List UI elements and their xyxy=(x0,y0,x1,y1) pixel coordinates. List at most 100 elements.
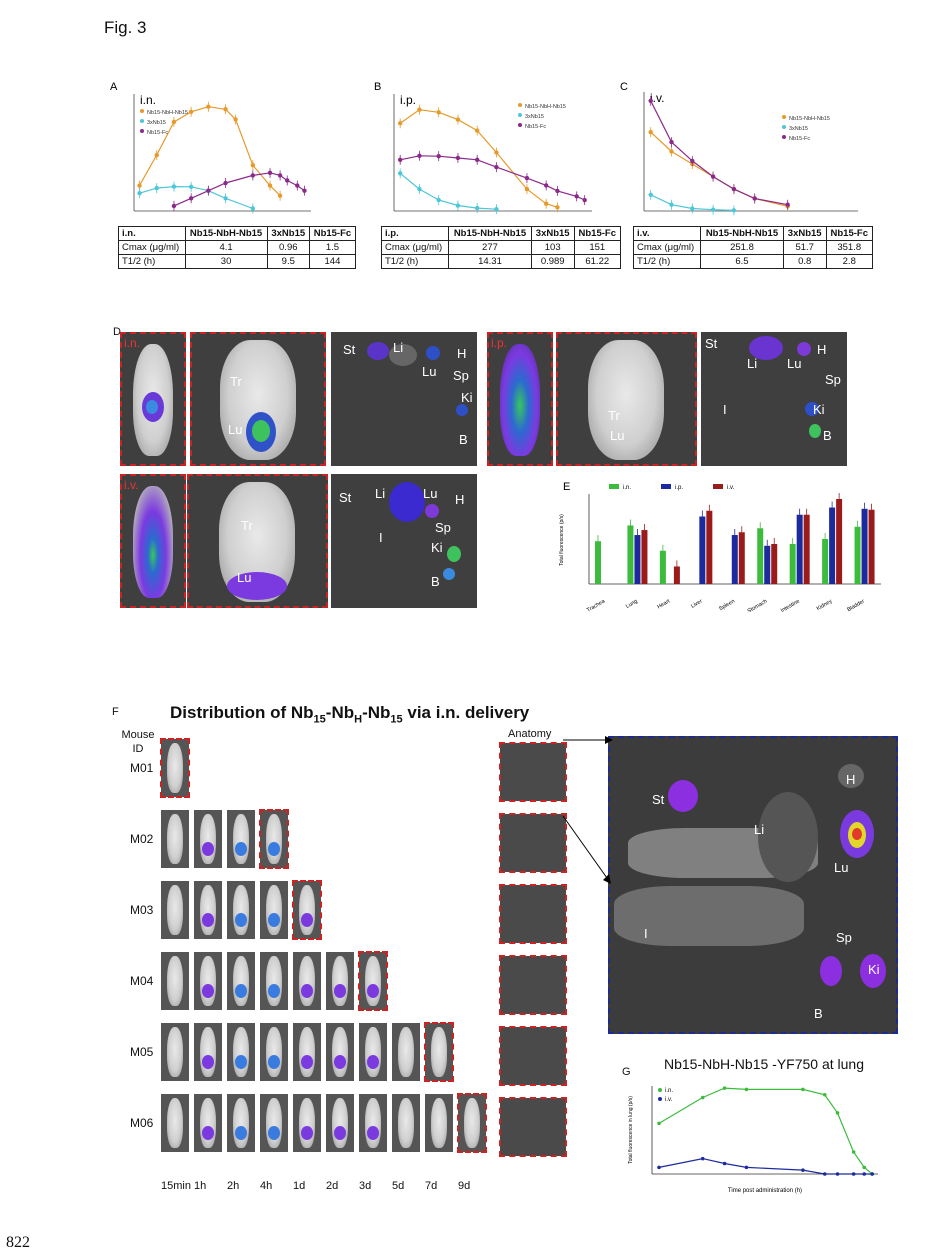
ivis-tile xyxy=(227,952,255,1010)
data-point xyxy=(436,153,441,159)
legend-label-0: Nb15-NbH-Nb15 xyxy=(147,110,188,116)
f-label-b: B xyxy=(814,1006,823,1021)
data-point xyxy=(417,186,422,192)
time-label: 5d xyxy=(392,1180,405,1192)
ivis-tile xyxy=(227,1094,255,1152)
g-data-point xyxy=(835,1111,840,1115)
d-ip-whole-mouse: i.p. xyxy=(487,332,553,466)
data-point xyxy=(436,197,441,203)
table-cell: 351.8 xyxy=(825,240,874,255)
time-label: 7d xyxy=(425,1180,438,1192)
ivis-tile xyxy=(194,1094,222,1152)
data-point xyxy=(250,163,256,168)
panel-d-letter: D xyxy=(113,326,121,338)
bar xyxy=(836,498,843,584)
table-cell: 30 xyxy=(184,254,268,269)
anatomy-tile xyxy=(499,1097,567,1157)
page-number: 822 xyxy=(6,1234,30,1251)
time-label: 1d xyxy=(293,1180,306,1192)
data-point xyxy=(752,196,757,201)
table-cell: 0.8 xyxy=(782,254,827,269)
panel-letter: B xyxy=(374,81,381,93)
g-legend-label: i.n. xyxy=(665,1088,673,1094)
d-in-label-ki: Ki xyxy=(461,390,473,405)
e-legend-label: i.v. xyxy=(727,485,735,491)
anatomy-tile xyxy=(499,742,567,802)
d-ip-dissection: Tr Lu xyxy=(556,332,697,466)
bar xyxy=(738,532,745,584)
panel-e-chart: Total fluorescence (p/s) E Trachea Lung Hear… xyxy=(559,481,881,612)
data-point xyxy=(295,183,300,188)
ivis-tile xyxy=(424,1022,454,1082)
mouse-id-m04: M04 xyxy=(130,974,154,988)
e-category-label: Trachea xyxy=(586,598,607,612)
f-label-lu: Lu xyxy=(834,860,849,875)
table-header-cell: Nb15-NbH-Nb15 xyxy=(700,226,784,241)
d-in-label-h: H xyxy=(457,346,467,361)
legend-label-1: 3xNb15 xyxy=(147,120,166,126)
d-ip-label-sp: Sp xyxy=(825,372,841,387)
ivis-tile xyxy=(260,1023,288,1081)
ivis-tile xyxy=(260,952,288,1010)
d-ip-label-b: B xyxy=(823,428,832,443)
data-point xyxy=(250,173,256,178)
bar xyxy=(803,514,810,584)
g-data-point xyxy=(744,1087,749,1092)
e-legend-swatch xyxy=(661,484,671,489)
bar xyxy=(659,550,666,584)
table-header-cell: Nb15-Fc xyxy=(825,226,874,241)
data-point xyxy=(474,157,480,163)
ivis-tile xyxy=(194,1023,222,1081)
g-series-line xyxy=(658,1157,873,1175)
data-point xyxy=(154,152,159,158)
legend-marker-2 xyxy=(518,123,522,127)
data-point xyxy=(154,185,159,191)
table-header-cell: Nb15-NbH-Nb15 xyxy=(448,226,532,241)
f-label-i: I xyxy=(644,926,648,941)
legend-label-2: Nb15-Fc xyxy=(147,130,168,136)
d-ip-organs: St Li Lu H Sp Ki B I xyxy=(701,332,847,466)
d-iv-label-lu2: Lu xyxy=(423,486,438,501)
d-in-label-lu: Lu xyxy=(228,422,243,437)
data-point xyxy=(397,157,403,163)
data-point xyxy=(137,183,142,188)
g-legend-label: i.v. xyxy=(665,1097,673,1103)
ivis-tile xyxy=(160,738,190,798)
data-point xyxy=(731,186,737,192)
ivis-tile xyxy=(227,881,255,939)
bar xyxy=(796,514,803,584)
e-legend-swatch xyxy=(713,484,723,489)
data-point xyxy=(188,184,194,190)
d-iv-label-i: I xyxy=(379,530,383,545)
data-point xyxy=(171,119,177,125)
table-cell: 51.7 xyxy=(782,240,827,255)
panel-letter: A xyxy=(110,81,118,93)
ivis-tile xyxy=(161,881,189,939)
table-cell: T1/2 (h) xyxy=(380,254,450,269)
d-in-organs: St Li Lu H Sp Ki B xyxy=(331,332,477,466)
d-ip-label-li: Li xyxy=(747,356,758,371)
data-point xyxy=(555,188,560,194)
table-header-cell: 3xNb15 xyxy=(782,226,827,241)
legend-marker-1 xyxy=(140,119,144,123)
data-point xyxy=(436,110,441,115)
data-point xyxy=(731,208,737,213)
ivis-tile xyxy=(326,1094,354,1152)
data-point xyxy=(474,128,480,133)
time-label: 2d xyxy=(326,1180,339,1192)
g-data-point xyxy=(870,1172,874,1176)
e-legend-label: i.n. xyxy=(623,485,631,491)
d-in-label-lu2: Lu xyxy=(422,364,437,379)
panel-f-title: Distribution of Nb15-NbH-Nb15 via i.n. d… xyxy=(170,703,530,726)
bar xyxy=(641,530,648,584)
data-point xyxy=(710,174,716,179)
d-iv-label-b: B xyxy=(431,574,440,589)
data-point xyxy=(494,164,499,170)
data-point xyxy=(188,109,194,115)
g-data-point xyxy=(700,1156,705,1161)
data-point xyxy=(648,129,653,135)
mouse-id-m01: M01 xyxy=(130,761,154,775)
g-data-point xyxy=(801,1087,805,1092)
mouse-id-label: Mouse ID xyxy=(121,729,155,755)
table-cell: Cmax (μg/ml) xyxy=(118,240,186,255)
